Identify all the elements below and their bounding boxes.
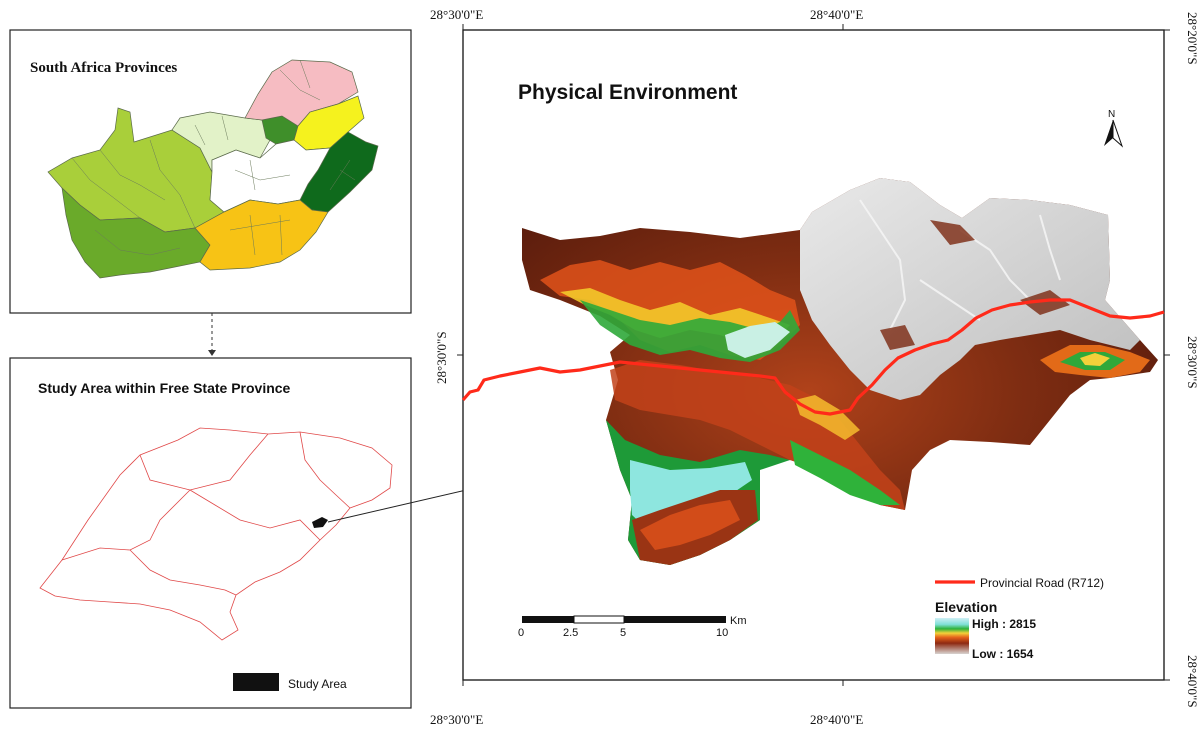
coord-label-bottom-mid: 28°40'0"E [810, 712, 863, 727]
scale-bar: 0 2.5 5 10 Km [518, 615, 747, 639]
inset-sa-title: South Africa Provinces [30, 60, 177, 76]
scale-tick-5: 5 [620, 627, 626, 639]
provincial-road-r712 [461, 298, 1165, 416]
terrain-east-spur-yellow [1080, 353, 1110, 366]
coord-label-top-mid: 28°40'0"E [810, 7, 863, 22]
main-map-title: Physical Environment [518, 81, 737, 104]
free-state-map [39, 427, 393, 641]
legend-high-label: High : 2815 [972, 617, 1036, 631]
province-limpopo [244, 59, 359, 127]
scale-tick-2-5: 2.5 [563, 627, 578, 639]
north-arrow-icon: N [1104, 109, 1124, 148]
terrain-center-green [790, 440, 900, 505]
inset-connector-arrowhead [208, 350, 216, 356]
study-area-legend-label: Study Area [288, 677, 347, 691]
coord-label-bottom-left: 28°30'0"E [430, 712, 483, 727]
scale-unit-label: Km [730, 615, 747, 627]
district-boundary-4 [129, 549, 237, 596]
terrain-valley-cyan [725, 322, 790, 358]
province-north-west [171, 111, 271, 173]
study-area-marker [312, 517, 328, 528]
district-boundary-5 [299, 431, 351, 509]
legend-elevation-ramp [935, 618, 969, 654]
coord-label-right-top: 28°20'0"S [1185, 12, 1200, 65]
legend-low-label: Low : 1654 [972, 647, 1034, 661]
graticule-ticks [457, 24, 1170, 686]
province-western-cape [61, 187, 211, 279]
district-boundary-2 [189, 489, 321, 541]
district-lines [71, 59, 356, 256]
inset-fs-title: Study Area within Free State Province [38, 380, 291, 396]
scale-tick-10: 10 [716, 627, 728, 639]
coord-label-right-bottom: 28°40'0"S [1185, 655, 1200, 708]
coord-label-left-mid: 28°30'0"S [434, 331, 449, 384]
map-legend: Provincial Road (R712) Elevation High : … [935, 576, 1104, 661]
north-arrow-label: N [1108, 109, 1115, 120]
terrain-highland-drainage [859, 199, 1061, 331]
scale-tick-0: 0 [518, 627, 524, 639]
coord-label-top-left: 28°30'0"E [430, 7, 483, 22]
terrain-center-yellow [795, 395, 860, 440]
elevation-terrain [522, 178, 1158, 565]
free-state-outline [39, 427, 393, 641]
south-africa-map [47, 59, 379, 279]
district-boundary-1 [139, 433, 269, 491]
district-boundary-3 [61, 489, 191, 561]
legend-elevation-title: Elevation [935, 599, 997, 615]
inset-fs-frame [9, 357, 412, 709]
coord-label-right-mid: 28°30'0"S [1185, 336, 1200, 389]
study-area-legend-swatch [233, 673, 279, 691]
terrain-highland-ridges [880, 220, 1070, 350]
terrain-highlands [800, 178, 1140, 400]
terrain-south-ridge-orange [640, 500, 740, 550]
legend-road-label: Provincial Road (R712) [980, 576, 1104, 590]
province-eastern-cape [194, 199, 329, 271]
